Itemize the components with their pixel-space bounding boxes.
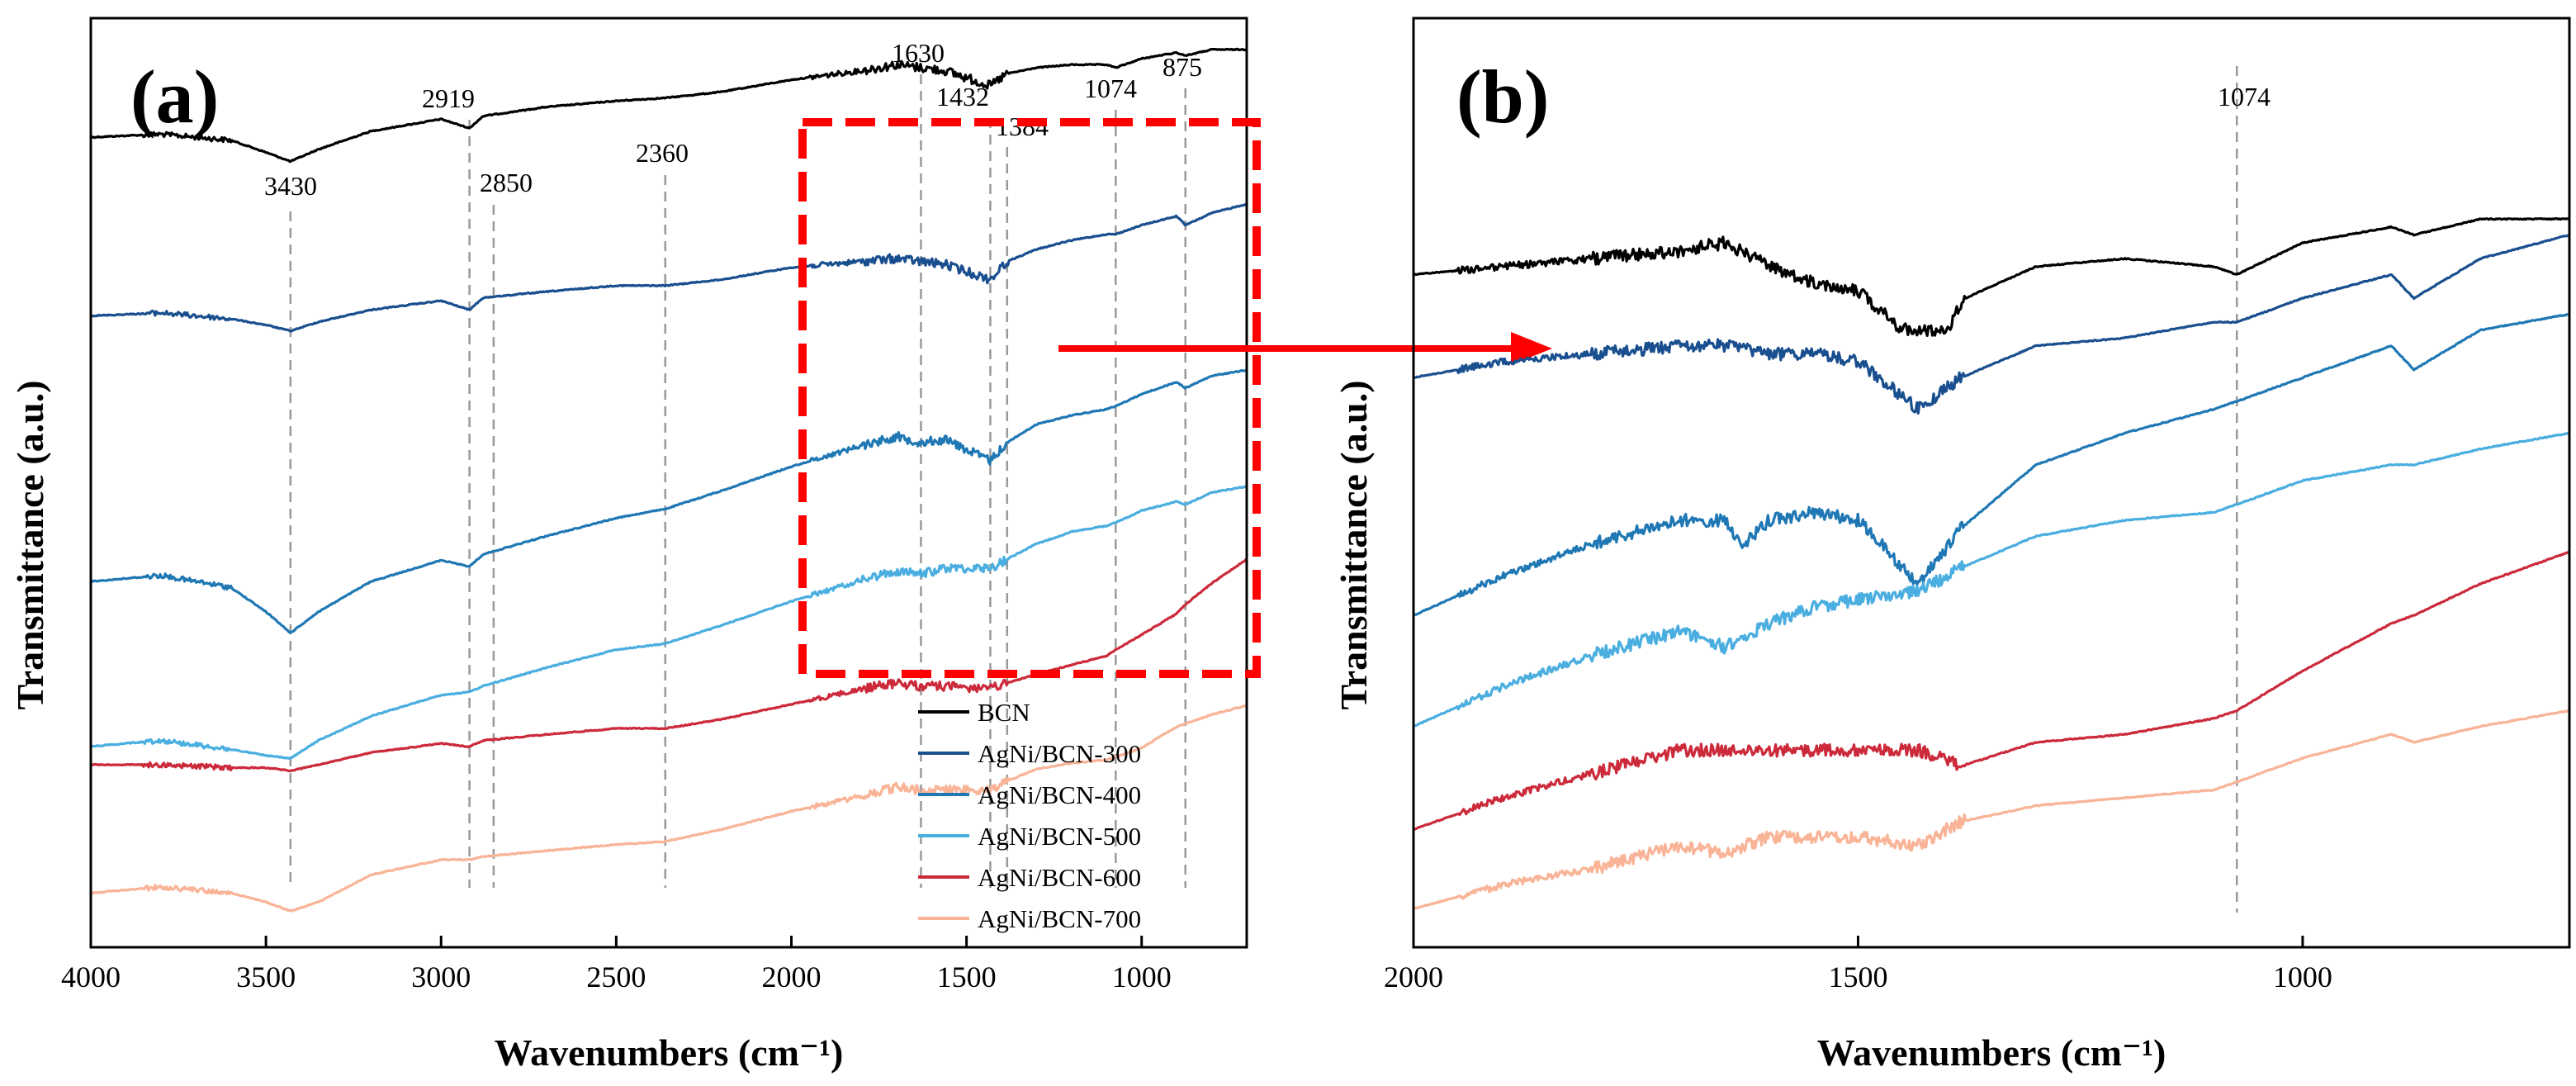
x-tick-label: 4000 [61,960,121,994]
peak-label: 875 [1163,52,1202,82]
panel-b-x-ticks: 2000 1500 1000 [1384,936,2332,994]
series-line-agni-bcn-300 [90,202,1248,333]
panel-b-series [1413,217,2570,910]
panel-b-frame [1412,17,2571,949]
panel-a-x-axis-label: Wavenumbers (cm⁻¹) [495,1031,844,1074]
zoom-arrow [1058,332,1552,365]
panel-b-label: (b) [1456,55,1549,139]
panel-a-label: (a) [130,55,219,139]
legend-label: AgNi/BCN-400 [978,780,1141,809]
panel-b-y-axis-label: Transmittance (a.u.) [1333,380,1375,709]
x-tick-label: 1500 [937,960,997,994]
series-line-agni-bcn-600 [1413,550,2570,832]
panel-b-x-axis-label: Wavenumbers (cm⁻¹) [1817,1031,2166,1074]
panel-a-x-ticks: 4000 3500 3000 2500 2000 1500 1000 [61,936,1172,994]
legend-label: AgNi/BCN-500 [978,822,1141,851]
x-tick-label: 3500 [236,960,296,994]
legend-label: AgNi/BCN-300 [978,739,1141,768]
legend-label: AgNi/BCN-700 [978,904,1141,933]
legend-label: AgNi/BCN-600 [978,863,1141,892]
peak-label: 1630 [892,38,945,68]
series-line-bcn [1413,217,2570,337]
peak-label: 2360 [636,138,689,168]
panel-a-frame [89,17,1248,949]
panel-a-series [90,47,1248,913]
peak-label: 1074 [2218,82,2271,111]
legend: BCN AgNi/BCN-300 AgNi/BCN-400 AgNi/BCN-500 A… [918,698,1141,933]
x-tick-label: 3000 [411,960,471,994]
peak-label: 3430 [264,171,317,201]
x-tick-label: 2500 [586,960,646,994]
x-tick-label: 1000 [1112,960,1172,994]
series-line-agni-bcn-400 [90,368,1248,634]
zoom-region-box [798,118,1261,678]
series-line-agni-bcn-300 [1413,234,2570,415]
panel-b: 2000 1500 1000 1074 (b) Wavenumbers (cm⁻¹)… [1333,17,2571,1074]
peak-label: 1074 [1084,74,1137,103]
x-tick-label: 2000 [1384,960,1443,994]
x-tick-label: 2000 [761,960,821,994]
x-tick-label: 1000 [2273,960,2332,994]
panel-b-peak-labels: 1074 [2218,82,2271,111]
series-line-bcn [90,47,1248,164]
peak-label: 2919 [422,83,475,113]
legend-label: BCN [978,698,1030,727]
panel-a: 4000 3500 3000 2500 2000 1500 1000 3430 2919 285… [9,17,1261,1074]
peak-label: 1432 [936,82,989,111]
series-line-agni-bcn-700 [90,704,1247,913]
series-line-agni-bcn-700 [1413,709,2570,910]
x-tick-label: 1500 [1828,960,1887,994]
series-line-agni-bcn-500 [90,485,1248,760]
panel-a-y-axis-label: Transmittance (a.u.) [9,380,51,709]
series-line-agni-bcn-400 [1413,313,2570,617]
series-line-agni-bcn-500 [1413,431,2570,728]
peak-label: 2850 [480,168,533,197]
